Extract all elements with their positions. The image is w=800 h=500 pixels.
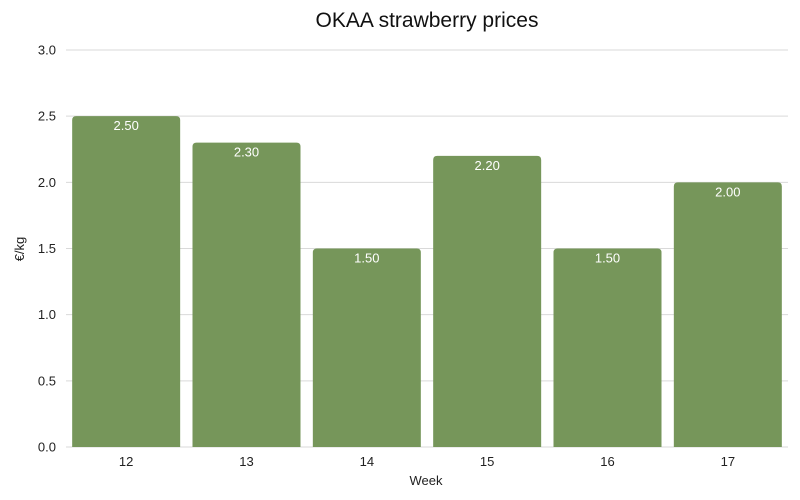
x-tick-label: 14 <box>360 454 374 469</box>
bar-week-12 <box>72 116 181 448</box>
y-tick-label: 3.0 <box>38 43 56 58</box>
bar-week-16 <box>553 248 662 447</box>
bar-week-13 <box>192 142 301 447</box>
data-labels: 2.50 2.30 1.50 2.20 1.50 2.00 <box>114 118 741 265</box>
bar-week-15 <box>433 155 542 447</box>
y-axis-ticks: 0.0 0.5 1.0 1.5 2.0 2.5 3.0 <box>38 43 56 455</box>
y-tick-label: 1.5 <box>38 241 56 256</box>
gridlines <box>66 49 788 448</box>
data-label: 1.50 <box>595 251 620 266</box>
x-axis-ticks: 12 13 14 15 16 17 <box>119 454 735 469</box>
y-tick-label: 0.0 <box>38 440 56 455</box>
data-label: 2.00 <box>715 184 740 199</box>
data-label: 1.50 <box>354 251 379 266</box>
x-axis-label: Week <box>410 473 443 488</box>
data-label: 2.50 <box>114 118 139 133</box>
data-label: 2.30 <box>234 145 259 160</box>
x-tick-label: 15 <box>480 454 494 469</box>
y-tick-label: 2.5 <box>38 109 56 124</box>
data-label: 2.20 <box>475 158 500 173</box>
y-tick-label: 1.0 <box>38 307 56 322</box>
y-axis-label: €/kg <box>12 237 27 262</box>
bar-week-17 <box>673 182 782 448</box>
y-tick-label: 0.5 <box>38 373 56 388</box>
x-tick-label: 12 <box>119 454 133 469</box>
bar-week-14 <box>312 248 421 447</box>
bars <box>72 116 782 448</box>
x-tick-label: 16 <box>600 454 614 469</box>
chart-title: OKAA strawberry prices <box>316 9 539 32</box>
x-tick-label: 13 <box>239 454 253 469</box>
y-tick-label: 2.0 <box>38 175 56 190</box>
x-tick-label: 17 <box>721 454 735 469</box>
